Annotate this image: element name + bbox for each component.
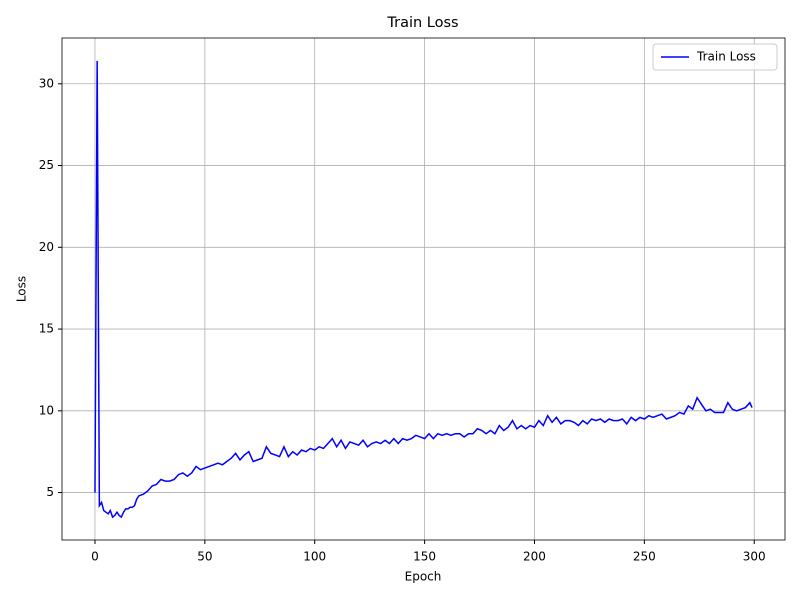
x-tick-label: 200 (523, 550, 546, 564)
legend-box (652, 43, 778, 71)
y-tick-label: 10 (39, 403, 54, 417)
y-tick-label: 5 (46, 485, 54, 499)
y-axis-label: Loss (15, 276, 29, 302)
chart-title: Train Loss (386, 15, 458, 31)
y-tick-label: 30 (39, 76, 54, 90)
x-tick-label: 150 (413, 550, 436, 564)
x-tick-label: 100 (303, 550, 326, 564)
x-tick-label: 0 (91, 550, 99, 564)
x-tick-label: 50 (197, 550, 212, 564)
y-tick-label: 25 (39, 158, 54, 172)
y-tick-label: 20 (39, 240, 54, 254)
legend-label: Train Loss (696, 50, 756, 64)
x-tick-label: 250 (633, 550, 656, 564)
plot-frame (61, 37, 786, 541)
y-tick-label: 15 (39, 322, 54, 336)
data-line (94, 60, 753, 519)
x-tick-label: 300 (743, 550, 766, 564)
x-axis-label: Epoch (405, 570, 442, 584)
